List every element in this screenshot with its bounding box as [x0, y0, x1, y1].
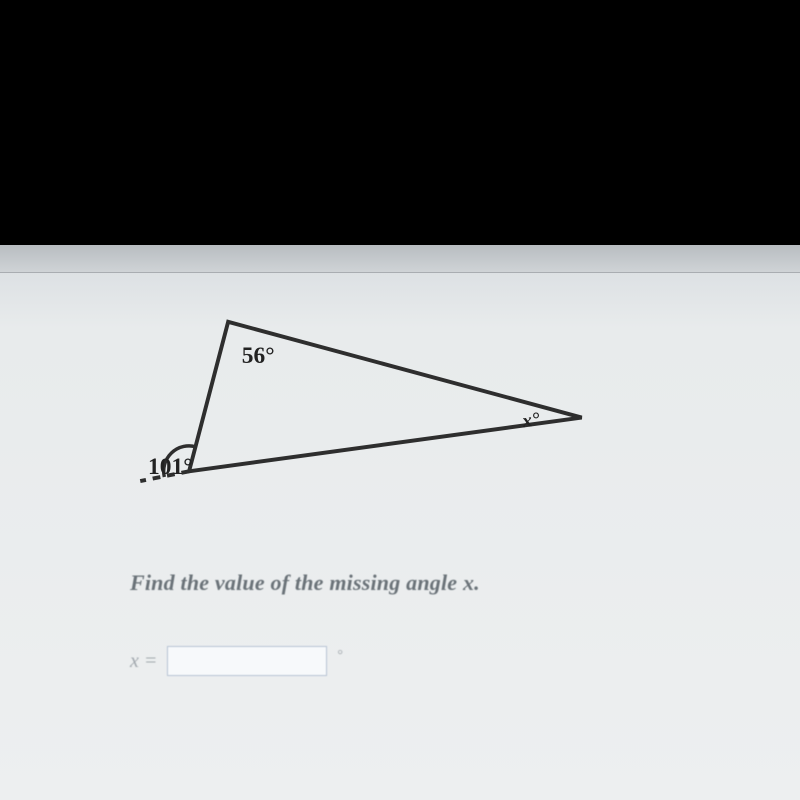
question-prefix: Find the value of the missing angle	[130, 570, 463, 595]
answer-input[interactable]	[167, 646, 327, 676]
answer-equals: =	[139, 650, 158, 672]
window-toolbar	[0, 245, 800, 273]
screen-content: 56° 101° x° Find the value of the missin…	[0, 245, 800, 800]
answer-variable: x	[130, 650, 139, 672]
question-suffix: .	[474, 570, 480, 595]
answer-label: x =	[130, 650, 157, 673]
degree-symbol: °	[337, 648, 343, 664]
angle-label-exterior: 101°	[148, 454, 193, 480]
problem-content: 56° 101° x° Find the value of the missin…	[0, 275, 800, 676]
triangle-svg: 56° 101° x°	[130, 315, 590, 525]
angle-label-top: 56°	[242, 343, 275, 369]
triangle-diagram: 56° 101° x°	[130, 315, 580, 525]
answer-row: x = °	[130, 646, 740, 676]
angle-label-x: x°	[520, 409, 541, 432]
question-variable: x	[463, 570, 474, 595]
letterbox-top	[0, 0, 800, 245]
question-prompt: Find the value of the missing angle x.	[130, 570, 740, 596]
